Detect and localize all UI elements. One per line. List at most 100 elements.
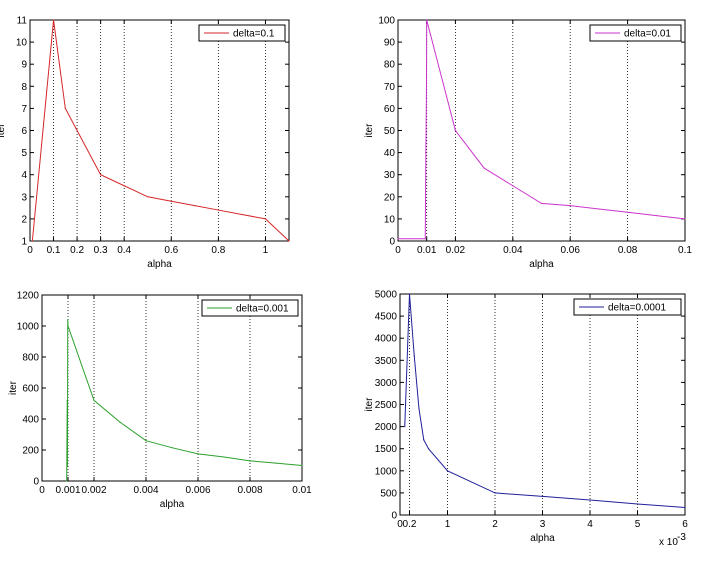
x-exponent-power: -3 xyxy=(677,532,686,543)
x-tick-label: 0 xyxy=(27,245,33,256)
data-point xyxy=(454,129,456,132)
data-point xyxy=(119,421,121,423)
y-tick-label: 50 xyxy=(384,126,396,137)
y-tick-label: 0 xyxy=(389,237,395,248)
x-axis-label: alpha xyxy=(160,499,185,510)
y-tick-label: 200 xyxy=(22,446,39,457)
data-point xyxy=(264,218,267,220)
y-tick-label: 1000 xyxy=(17,322,40,333)
y-tick-label: 2 xyxy=(21,214,27,225)
x-tick-label: 0.2 xyxy=(70,245,84,256)
data-point xyxy=(170,200,172,202)
data-point xyxy=(194,205,196,207)
x-tick-label: 0 xyxy=(39,485,45,496)
legend-label: delta=0.0001 xyxy=(608,303,667,314)
data-point xyxy=(446,470,449,472)
series-line xyxy=(398,19,686,240)
x-tick-label: 0.01 xyxy=(417,245,437,256)
chart-4: 0 0.2 1 2 3 4 5 6050010001500200025003000350040… xyxy=(364,290,688,549)
data-point xyxy=(418,408,420,410)
y-tick-label: 1200 xyxy=(17,291,40,302)
y-tick-label: 90 xyxy=(384,38,396,49)
y-tick-label: 800 xyxy=(22,353,39,364)
data-point xyxy=(636,503,639,505)
y-tick-label: 30 xyxy=(384,170,396,181)
x-tick-label: 0.8 xyxy=(211,245,225,256)
y-tick-label: 1500 xyxy=(375,444,398,455)
data-point xyxy=(569,205,571,207)
data-point xyxy=(67,319,69,321)
y-tick-label: 2500 xyxy=(375,400,398,411)
x-tick-label: 0.3 xyxy=(94,245,108,256)
data-point xyxy=(171,447,173,449)
y-tick-label: 3 xyxy=(21,192,27,203)
y-axis-label: iter xyxy=(8,380,19,395)
x-tick-label: 0.08 xyxy=(618,245,638,256)
x-tick-label: 0.01 xyxy=(292,485,312,496)
data-point xyxy=(66,399,68,401)
y-tick-label: 1 xyxy=(21,237,27,248)
y-tick-label: 100 xyxy=(378,16,395,27)
x-tick-label: 0.04 xyxy=(503,245,523,256)
y-axis-label: iter xyxy=(0,123,7,138)
data-point xyxy=(52,19,55,21)
data-point xyxy=(404,426,406,428)
data-point xyxy=(31,240,33,242)
data-point xyxy=(426,19,428,21)
data-point xyxy=(483,167,485,169)
data-point xyxy=(275,462,277,464)
y-tick-label: 5000 xyxy=(375,290,398,301)
data-point xyxy=(541,495,544,498)
y-tick-label: 80 xyxy=(384,60,396,71)
y-tick-label: 1000 xyxy=(375,466,398,477)
y-tick-label: 500 xyxy=(380,488,397,499)
data-point xyxy=(397,238,399,240)
data-point xyxy=(512,185,514,187)
data-point xyxy=(425,96,428,98)
x-tick-label: 0.4 xyxy=(117,245,131,256)
y-tick-label: 0 xyxy=(391,511,397,522)
legend-label: delta=0.01 xyxy=(624,29,671,40)
y-tick-label: 9 xyxy=(21,60,27,71)
y-axis-label: iter xyxy=(364,123,375,138)
y-tick-label: 70 xyxy=(384,82,396,93)
x-tick-label: 1 xyxy=(445,519,451,530)
data-point xyxy=(301,464,303,467)
data-point xyxy=(66,464,69,467)
data-point xyxy=(64,107,66,109)
y-tick-label: 11 xyxy=(17,16,28,27)
data-point xyxy=(540,202,543,205)
x-tick-label: 0.001 xyxy=(55,485,80,496)
series-line xyxy=(66,319,303,481)
data-point xyxy=(655,214,657,217)
axes-box xyxy=(29,19,290,242)
x-tick-label: 0 xyxy=(397,519,403,530)
data-point xyxy=(76,129,78,132)
data-point xyxy=(223,456,225,458)
data-point xyxy=(598,208,600,210)
x-tick-label: 6 xyxy=(682,519,688,530)
x-tick-label: 0.02 xyxy=(446,245,466,256)
y-tick-label: 0 xyxy=(33,477,39,488)
data-point xyxy=(424,238,426,240)
x-tick-label: 0.06 xyxy=(560,245,580,256)
x-tick-label: 4 xyxy=(587,519,593,530)
y-tick-label: 3000 xyxy=(375,378,398,389)
data-point xyxy=(684,218,686,220)
data-point xyxy=(66,480,68,482)
y-tick-label: 400 xyxy=(22,415,39,426)
x-tick-label: 2 xyxy=(492,519,498,530)
y-axis-label: iter xyxy=(364,397,375,412)
x-tick-label: 5 xyxy=(635,519,641,530)
x-tick-label: 0.004 xyxy=(133,485,158,496)
data-point xyxy=(93,399,95,401)
legend-label: delta=0.1 xyxy=(233,29,275,40)
x-tick-label: 3 xyxy=(540,519,546,530)
y-tick-label: 4500 xyxy=(375,312,398,323)
data-point xyxy=(147,196,149,198)
x-tick-label: 0.008 xyxy=(237,485,262,496)
legend-box xyxy=(201,299,299,317)
y-tick-label: 5 xyxy=(21,148,27,159)
x-tick-label: 0.1 xyxy=(47,245,61,256)
y-tick-label: 4000 xyxy=(375,334,398,345)
